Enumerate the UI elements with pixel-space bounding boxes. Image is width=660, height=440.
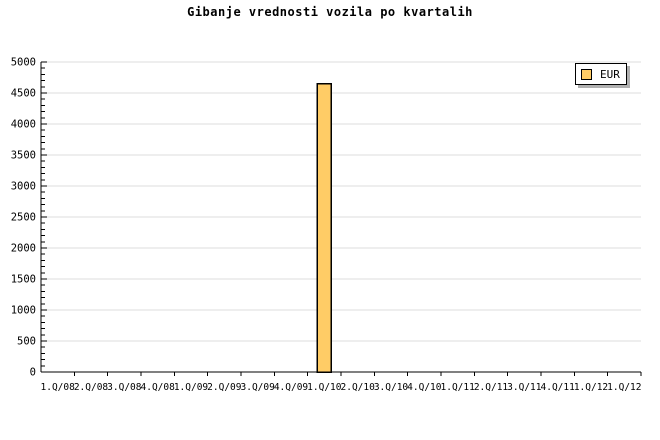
x-axis-label: 4.Q/10 xyxy=(407,382,442,393)
y-axis-label: 2500 xyxy=(11,212,36,224)
x-axis-label: 1.Q/10 xyxy=(307,382,342,393)
x-axis-label: 1.Q/09 xyxy=(174,382,209,393)
x-axis-label: 1.Q/08 xyxy=(41,382,76,393)
chart-title: Gibanje vrednosti vozila po kvartalih xyxy=(187,5,473,19)
x-axis-label: 4.Q/09 xyxy=(274,382,309,393)
x-axis-label: 1.Q/12 xyxy=(574,382,608,393)
y-axis-label: 5000 xyxy=(11,57,36,69)
x-axis-label: 2.Q/10 xyxy=(341,382,376,393)
legend-box: EUR xyxy=(575,63,627,85)
legend-eur-swatch-icon xyxy=(581,68,592,80)
y-axis-label: 1000 xyxy=(11,305,36,317)
y-axis-label: 3500 xyxy=(11,150,36,162)
x-axis-label: 2.Q/08 xyxy=(74,382,109,393)
x-axis-label: 4.Q/08 xyxy=(141,382,176,393)
x-axis-label: 3.Q/10 xyxy=(374,382,409,393)
x-axis-label: 2.Q/09 xyxy=(207,382,242,393)
x-axis-label: 1.Q/11 xyxy=(441,382,476,393)
y-axis-label: 2000 xyxy=(11,243,36,255)
legend-eur-label: EUR xyxy=(600,67,620,81)
y-axis-label: 4000 xyxy=(11,119,36,131)
x-axis-label: 3.Q/11 xyxy=(507,382,542,393)
x-axis-label: 2.Q/11 xyxy=(474,382,509,393)
y-axis-label: 500 xyxy=(17,336,36,348)
bar-1.Q/10 xyxy=(316,82,333,373)
x-axis-label: 3.Q/09 xyxy=(241,382,276,393)
x-axis-label: 4.Q/11 xyxy=(541,382,576,393)
y-axis-label: 3000 xyxy=(11,181,36,193)
y-axis-label: 0 xyxy=(30,367,36,379)
x-axis-label: 3.Q/08 xyxy=(107,382,142,393)
x-axis-label: 1.Q/12 xyxy=(607,382,641,393)
y-axis-label: 4500 xyxy=(11,88,36,100)
y-axis-label: 1500 xyxy=(11,274,36,286)
